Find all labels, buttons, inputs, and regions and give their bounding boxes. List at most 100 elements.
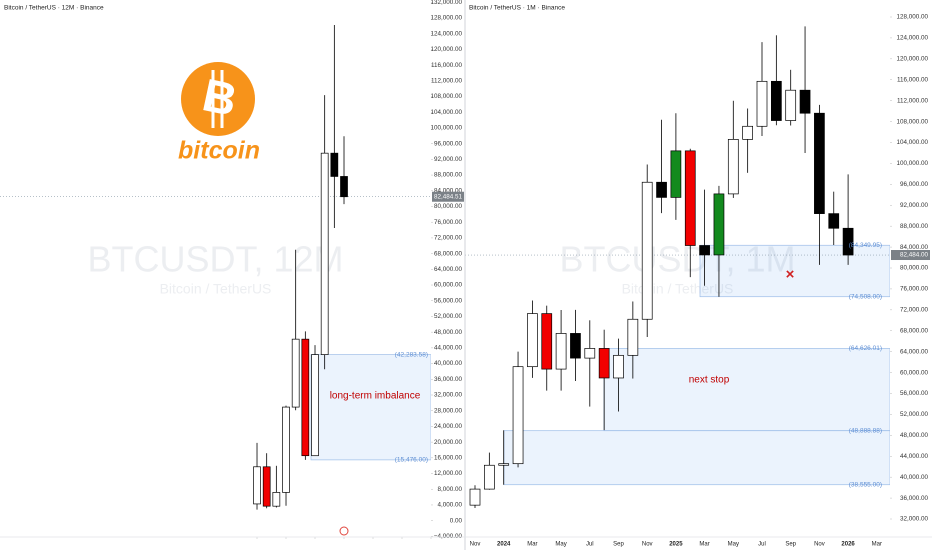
candle-body: [330, 152, 339, 177]
y-tick-label: 96,000.00: [434, 140, 463, 147]
x-tick-label: May: [555, 542, 566, 548]
x-tick-label: Nov: [470, 542, 481, 548]
y-tick-label: 76,000.00: [434, 219, 463, 226]
y-tick-label: 56,000.00: [900, 390, 929, 397]
candle-body: [291, 338, 300, 408]
imbalance-zone: [603, 348, 890, 432]
y-tick-label: 116,000.00: [431, 62, 463, 69]
y-tick-label: 108,000.00: [430, 93, 462, 100]
imbalance-zone: [310, 354, 431, 461]
y-tick-label: 112,000.00: [431, 77, 463, 84]
annotation: ×: [786, 266, 795, 283]
x-tick-label: Mar: [699, 542, 709, 548]
x-tick-label: 2025: [669, 542, 683, 548]
candle-body: [727, 139, 739, 195]
level-label: (48,888.88): [849, 427, 882, 434]
annotation: next stop: [689, 375, 730, 386]
y-tick-label: 68,000.00: [434, 250, 463, 257]
last-price-tag: [891, 250, 930, 261]
y-tick-label: 68,000.00: [900, 327, 929, 334]
last-price-tag: [432, 191, 464, 202]
watermark-subtitle: Bitcoin / TetherUS: [160, 281, 272, 297]
y-tick-label: 44,000.00: [434, 345, 463, 352]
x-tick-label: 2024: [497, 542, 511, 548]
y-tick-label: 48,000.00: [900, 432, 929, 439]
candle-body: [785, 89, 797, 121]
x-tick-label: Mar: [872, 542, 882, 548]
y-tick-label: −4,000.00: [434, 533, 463, 540]
candle-body: [340, 176, 348, 198]
y-tick-label: 28,000.00: [434, 407, 463, 414]
x-tick-label: Nov: [642, 542, 653, 548]
y-tick-label: 20,000.00: [434, 439, 463, 446]
y-tick-label: 92,000.00: [434, 156, 463, 163]
y-tick-label: 52,000.00: [900, 411, 929, 418]
chart-title: Bitcoin / TetherUS · 1M · Binance: [469, 5, 565, 12]
y-tick-label: 40,000.00: [900, 474, 929, 481]
candle-body: [272, 492, 281, 507]
candle-body: [742, 125, 754, 140]
y-tick-label: 108,000.00: [896, 118, 928, 125]
candle-body: [527, 313, 538, 368]
x-tick-label: Jul: [586, 542, 594, 548]
y-tick-label: 56,000.00: [434, 297, 463, 304]
candle-body: [484, 464, 495, 490]
candle-body: [670, 150, 682, 198]
y-tick-label: 12,000.00: [434, 470, 463, 477]
candle-body: [282, 406, 290, 493]
y-tick-label: 84,000.00: [900, 244, 929, 251]
level-label: (84,349.95): [849, 242, 882, 249]
level-label: (42,283.58): [395, 351, 428, 358]
y-tick-label: 88,000.00: [434, 172, 463, 179]
y-tick-label: 0.00: [450, 517, 463, 524]
candle-body: [253, 466, 261, 505]
level-label: (15,476.00): [395, 457, 428, 464]
x-tick-label: Sep: [785, 542, 796, 548]
y-tick-label: 32,000.00: [900, 516, 929, 523]
y-tick-label: 116,000.00: [897, 76, 929, 83]
chart-title: Bitcoin / TetherUS · 12M · Binance: [4, 5, 104, 12]
y-tick-label: 52,000.00: [434, 313, 463, 320]
y-tick-label: 88,000.00: [900, 223, 929, 230]
y-tick-label: 60,000.00: [900, 369, 929, 376]
logo-wordmark: bitcoin: [178, 137, 260, 165]
y-tick-label: 64,000.00: [900, 348, 929, 355]
candle-body: [469, 488, 481, 506]
candle-body: [301, 338, 310, 457]
candle-body: [684, 150, 696, 246]
y-tick-label: 72,000.00: [900, 307, 929, 314]
candle-body: [541, 313, 553, 370]
y-tick-label: 104,000.00: [430, 109, 462, 116]
candle-body: [262, 466, 271, 507]
y-tick-label: 24,000.00: [434, 423, 463, 430]
y-tick-label: 40,000.00: [434, 360, 463, 367]
candle-body: [713, 193, 725, 256]
imbalance-zone: [503, 430, 890, 486]
candle-body: [641, 181, 653, 320]
y-tick-label: 84,000.00: [434, 187, 463, 194]
y-tick-label: 80,000.00: [900, 265, 929, 272]
x-tick-label: Mar: [527, 542, 537, 548]
candle-body: [842, 227, 854, 256]
candle-body: [613, 354, 624, 379]
y-tick-label: 80,000.00: [434, 203, 463, 210]
candle-body: [570, 333, 581, 359]
x-tick-label: Nov: [814, 542, 825, 548]
last-price-label: 82,484.00: [900, 252, 929, 259]
watermark: BTCUSDT, 12M: [87, 239, 343, 280]
x-tick-label: Jul: [758, 542, 766, 548]
y-tick-label: 60,000.00: [434, 282, 463, 289]
y-tick-label: 48,000.00: [434, 329, 463, 336]
y-tick-label: 128,000.00: [430, 15, 462, 22]
y-tick-label: 72,000.00: [434, 235, 463, 242]
level-label: (64,626.01): [849, 345, 882, 352]
y-tick-label: 120,000.00: [430, 46, 462, 53]
y-tick-label: 16,000.00: [434, 455, 463, 462]
y-tick-label: 104,000.00: [896, 139, 928, 146]
y-tick-label: 4,000.00: [437, 502, 462, 509]
level-label: (74,508.00): [849, 293, 882, 300]
candle-body: [584, 348, 596, 359]
